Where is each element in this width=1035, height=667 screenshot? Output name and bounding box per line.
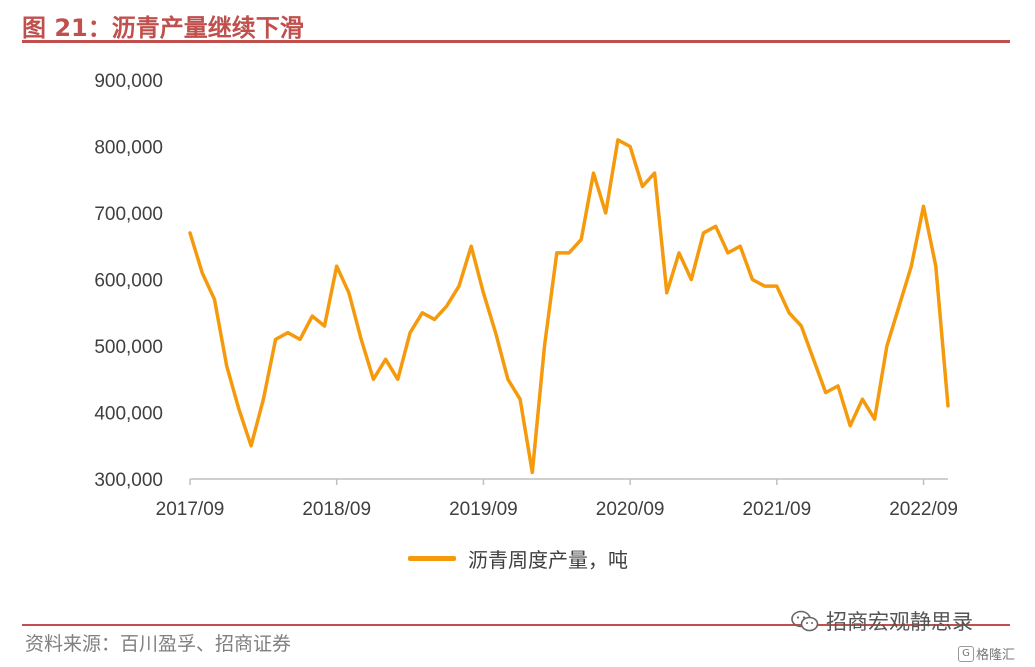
series-line-0 [188,138,950,475]
x-tick-label: 2020/09 [596,499,665,520]
y-tick-label: 300,000 [94,470,163,491]
watermark: 招商宏观静思录 [790,606,973,636]
source-note: 资料来源：百川盈孚、招商证券 [25,633,292,655]
wechat-icon [791,610,819,632]
x-tick-label: 2018/09 [302,499,371,520]
watermark-text: 招商宏观静思录 [826,610,973,634]
series-layer [188,138,950,475]
x-axis: 2017/09 2018/09 2019/09 2020/09 2021/09 2022/… [156,479,958,520]
y-tick-label: 600,000 [94,271,163,292]
y-tick-label: 500,000 [94,337,163,358]
legend-label: 沥青周度产量，吨 [468,548,628,572]
x-tick-label: 2019/09 [449,499,518,520]
y-tick-label: 400,000 [94,404,163,425]
y-tick-label: 700,000 [94,204,163,225]
x-tick-label: 2022/09 [889,499,958,520]
logo-icon: G [958,645,974,662]
footer-divider [22,624,1010,626]
corner-logo: G 格隆汇 [958,644,1015,663]
x-tick-label: 2017/09 [156,499,225,520]
figure-title: 图 21：沥青产量继续下滑 [22,14,304,42]
legend: 沥青周度产量，吨 [408,544,628,573]
legend-swatch [408,556,456,561]
title-divider [22,40,1010,43]
corner-logo-text: 格隆汇 [976,648,1016,663]
y-tick-label: 900,000 [94,71,163,92]
x-tick-label: 2021/09 [742,499,811,520]
y-axis: 300,000 400,000 500,000 600,000 700,000 800,0… [94,71,163,491]
y-tick-label: 800,000 [94,138,163,159]
asphalt-output-line-chart: 300,000 400,000 500,000 600,000 700,000 800,0… [94,71,958,520]
